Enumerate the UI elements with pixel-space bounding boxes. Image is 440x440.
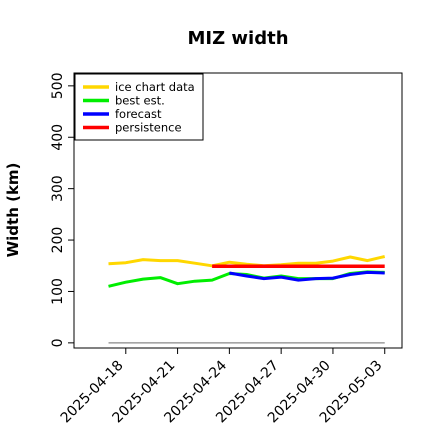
y-tick-label: 300 <box>50 175 66 202</box>
series-line-best-est <box>108 270 385 288</box>
chart-title: MIZ width <box>187 28 288 49</box>
legend-label: forecast <box>115 107 162 121</box>
legend-box <box>74 73 204 141</box>
legend-label: persistence <box>115 121 182 135</box>
plot-frame <box>73 72 403 349</box>
y-tick-label: 500 <box>50 72 66 99</box>
y-tick-label: 100 <box>50 278 66 305</box>
x-axis: 2025-04-182025-04-212025-04-242025-04-27… <box>58 348 386 426</box>
y-axis: 0 100 200 300 400 500 <box>50 72 74 347</box>
series-line-forecast <box>229 270 385 282</box>
series-layer <box>108 255 386 344</box>
y-tick-label: 200 <box>50 227 66 254</box>
y-tick-label: 0 <box>50 338 66 347</box>
y-tick-label: 400 <box>50 124 66 151</box>
legend-label: ice chart data <box>115 80 195 94</box>
legend-label: best est. <box>115 94 165 108</box>
series-line-ice-chart-data <box>108 255 386 268</box>
y-axis-label: Width (km) <box>4 163 22 258</box>
